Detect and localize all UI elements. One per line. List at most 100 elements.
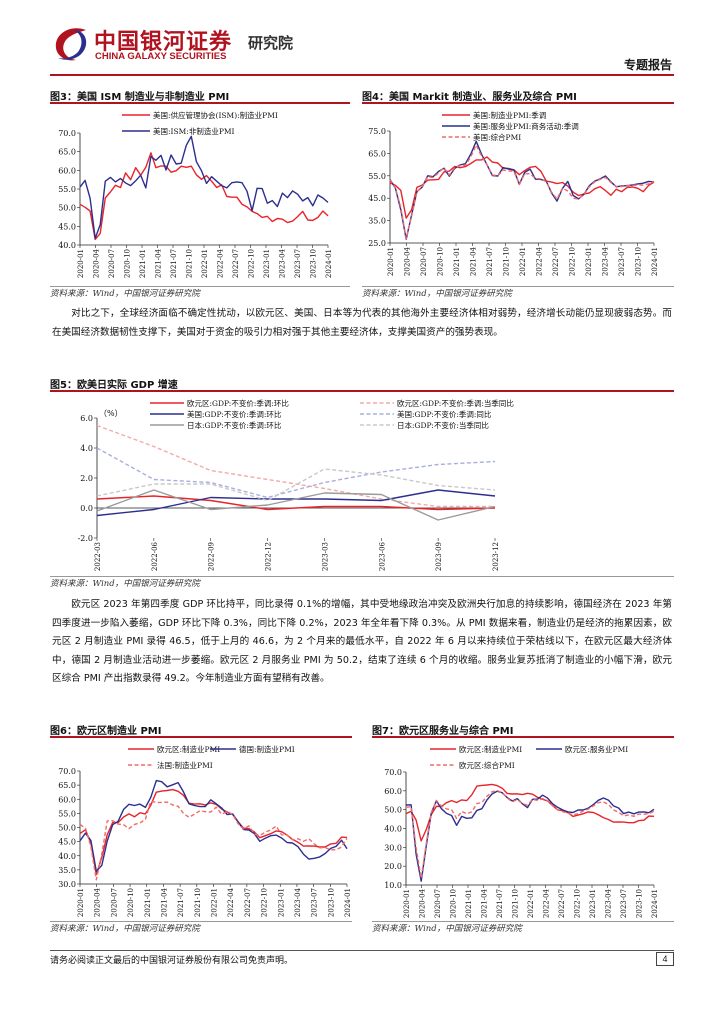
x-tick-label: 2020-10 bbox=[127, 888, 135, 917]
legend-label: 欧元区:GDP:不变价:季调:当季同比 bbox=[397, 398, 514, 408]
galaxy-logo-icon bbox=[55, 28, 87, 61]
y-tick-label: 70.0 bbox=[58, 129, 76, 138]
legend-label: 美国:服务业PMI:商务活动:季调 bbox=[473, 121, 579, 131]
x-tick-label: 2023-10 bbox=[310, 249, 318, 278]
x-tick-label: 2021-01 bbox=[144, 888, 152, 917]
series-line-1 bbox=[79, 135, 329, 240]
x-tick-label: 2023-01 bbox=[263, 249, 271, 278]
fig6-source-rule bbox=[50, 921, 352, 922]
x-tick-label: 2023-10 bbox=[636, 889, 644, 918]
x-tick-label: 2022-10 bbox=[574, 889, 582, 918]
x-tick-label: 2022-01 bbox=[519, 247, 527, 276]
x-tick-label: 2021-04 bbox=[160, 887, 168, 917]
fig4-source: 资料来源：Wind，中国银河证券研究院 bbox=[362, 289, 512, 299]
x-tick-label: 2021-01 bbox=[465, 889, 473, 918]
y-tick-label: 65.0 bbox=[58, 148, 76, 157]
legend-label: 法国:制造业PMI bbox=[157, 760, 213, 770]
header-divider bbox=[50, 74, 674, 76]
y-tick-label: 0.0 bbox=[80, 504, 93, 513]
x-tick-label: 2022-04 bbox=[543, 888, 551, 918]
fig5-title-rule bbox=[50, 390, 674, 392]
body-paragraph-2: 欧元区 2023 年第四季度 GDP 环比持平，同比录得 0.1%的增幅，其中受… bbox=[52, 596, 672, 689]
x-tick-label: 2020-04 bbox=[404, 246, 412, 276]
fig3-source: 资料来源：Wind，中国银河证券研究院 bbox=[50, 289, 200, 299]
x-tick-label: 2022-04 bbox=[217, 248, 225, 278]
x-tick-label: 2020-01 bbox=[77, 888, 85, 917]
x-tick-label: 2024-01 bbox=[325, 249, 333, 278]
series-line-0 bbox=[79, 788, 348, 876]
x-tick-label: 2020-01 bbox=[403, 889, 411, 918]
fig7-title-rule bbox=[372, 736, 674, 738]
x-tick-label: 2020-10 bbox=[437, 247, 445, 276]
fig6-title-rule bbox=[50, 736, 352, 738]
fig7-title: 图7：欧元区服务业与综合 PMI bbox=[372, 726, 514, 737]
x-tick-label: 2021-07 bbox=[486, 247, 494, 276]
body-paragraph-1: 对比之下，全球经济面临不确定性扰动，以欧元区、美国、日本等为代表的其他海外主要经… bbox=[52, 305, 672, 342]
x-tick-label: 2020-01 bbox=[77, 249, 85, 278]
y-tick-label: 25.0 bbox=[368, 239, 386, 248]
logo-chinese-name: 中国银河证券 bbox=[94, 30, 233, 55]
x-tick-label: 2022-07 bbox=[558, 889, 566, 918]
x-tick-label: 2021-04 bbox=[155, 248, 163, 278]
series-line-0 bbox=[79, 152, 329, 241]
y-tick-label: 2.0 bbox=[80, 474, 93, 483]
x-tick-label: 2023-07 bbox=[620, 889, 628, 918]
x-tick-label: 2021-10 bbox=[186, 249, 194, 278]
y-tick-label: 40.0 bbox=[58, 852, 76, 861]
x-tick-label: 2020-04 bbox=[93, 248, 101, 278]
y-tick-label: 60.0 bbox=[58, 166, 76, 175]
series-line-1 bbox=[96, 424, 495, 508]
y-tick-label: 70.0 bbox=[58, 767, 76, 776]
x-tick-label: 2023-09 bbox=[435, 542, 443, 571]
x-tick-label: 2023-01 bbox=[589, 889, 597, 918]
y-unit-label: （%） bbox=[99, 409, 123, 418]
y-tick-label: 35.0 bbox=[58, 866, 76, 875]
series-line-0 bbox=[96, 495, 496, 511]
logo-english-name: CHINA GALAXY SECURITIES bbox=[95, 51, 227, 62]
series-line-5 bbox=[96, 468, 496, 502]
series-line-2 bbox=[79, 800, 348, 881]
x-tick-label: 2020-07 bbox=[434, 889, 442, 918]
x-tick-label: 2022-12 bbox=[265, 542, 273, 571]
fig3-source-rule bbox=[50, 286, 350, 287]
y-tick-label: 70.0 bbox=[384, 768, 402, 777]
y-tick-label: 45.0 bbox=[58, 838, 76, 847]
y-tick-label: 50.0 bbox=[58, 824, 76, 833]
x-tick-label: 2020-07 bbox=[420, 247, 428, 276]
y-tick-label: 30.0 bbox=[384, 843, 402, 852]
x-tick-label: 2021-07 bbox=[170, 249, 178, 278]
series-line-0 bbox=[389, 156, 655, 219]
x-tick-label: 2021-04 bbox=[481, 888, 489, 918]
x-tick-label: 2020-10 bbox=[450, 889, 458, 918]
fig6-chart: 30.0 35.0 40.0 45.0 50.0 55.0 60.0 65.0 70.0 2020… bbox=[58, 744, 352, 917]
fig6-title: 图6：欧元区制造业 PMI bbox=[50, 726, 162, 737]
x-tick-label: 2020-10 bbox=[124, 249, 132, 278]
legend-label: 美国:ISM:非制造业PMI bbox=[153, 126, 235, 136]
y-tick-label: 65.0 bbox=[368, 149, 386, 158]
legend-label: 日本:GDP:不变价:当季同比 bbox=[397, 420, 489, 430]
x-tick-label: 2022-07 bbox=[552, 247, 560, 276]
fig5-source-rule bbox=[50, 576, 674, 577]
x-tick-label: 2021-07 bbox=[496, 889, 504, 918]
series-line-1 bbox=[405, 790, 655, 882]
fig3-title: 图3：美国 ISM 制造业与非制造业 PMI bbox=[50, 92, 230, 103]
y-tick-label: 60.0 bbox=[58, 795, 76, 804]
y-tick-label: 50.0 bbox=[58, 204, 76, 213]
x-tick-label: 2020-04 bbox=[419, 888, 427, 918]
x-tick-label: 2024-01 bbox=[651, 889, 659, 918]
legend-label: 欧元区:GDP:不变价:季调:环比 bbox=[187, 398, 289, 408]
y-tick-label: 55.0 bbox=[58, 185, 76, 194]
company-logo: 中国银河证券 CHINA GALAXY SECURITIES 研究院 bbox=[50, 22, 370, 66]
y-tick-label: 55.0 bbox=[58, 809, 76, 818]
series-line-4 bbox=[96, 489, 496, 521]
series-line-2 bbox=[389, 144, 655, 240]
legend-label: 美国:GDP:不变价:季调:环比 bbox=[187, 409, 282, 419]
paragraph-2-text: 欧元区 2023 年第四季度 GDP 环比持平，同比录得 0.1%的增幅，其中受… bbox=[52, 599, 672, 685]
y-tick-label: 40.0 bbox=[384, 825, 402, 834]
fig4-title-rule bbox=[362, 102, 674, 104]
fig3-chart: 40.0 45.0 50.0 55.0 60.0 65.0 70.0 2020-01 2020-… bbox=[58, 110, 333, 278]
x-tick-label: 2022-07 bbox=[244, 888, 252, 917]
y-tick-label: 4.0 bbox=[80, 444, 93, 453]
series-line-0 bbox=[405, 783, 655, 842]
x-tick-label: 2021-04 bbox=[470, 246, 478, 276]
